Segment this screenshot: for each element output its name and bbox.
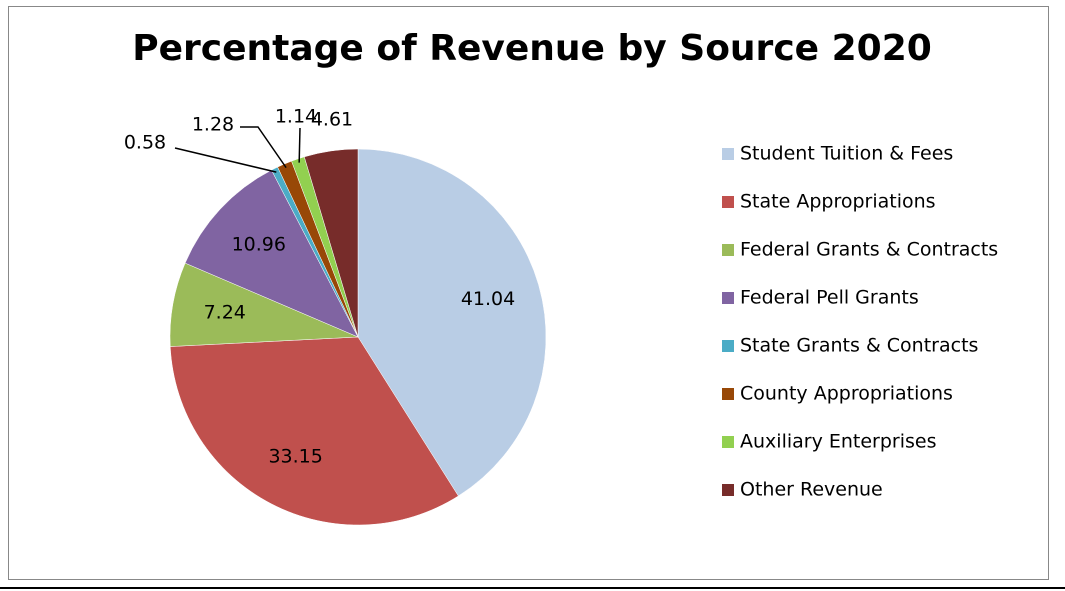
leader-line	[174, 147, 277, 173]
legend-label: State Appropriations	[740, 191, 936, 213]
pie-slice	[303, 148, 359, 338]
legend-label: Federal Pell Grants	[740, 287, 919, 309]
pie-slice	[169, 336, 459, 526]
data-label: 4.61	[311, 109, 353, 131]
legend-label: Federal Grants & Contracts	[740, 239, 998, 261]
legend-swatch	[722, 196, 734, 208]
chart-title: Percentage of Revenue by Source 2020	[132, 28, 932, 69]
pie-slice	[357, 148, 547, 497]
legend-swatch	[722, 484, 734, 496]
legend-label: Student Tuition & Fees	[740, 143, 953, 165]
data-label: 7.24	[204, 302, 246, 324]
leader-line	[298, 127, 301, 163]
legend-label: State Grants & Contracts	[740, 335, 978, 357]
legend-label: Other Revenue	[740, 479, 883, 501]
leader-line	[240, 126, 287, 169]
data-label: 0.58	[124, 132, 166, 154]
legend-swatch	[722, 388, 734, 400]
legend-label: County Appropriations	[740, 383, 953, 405]
pie-slice	[184, 169, 359, 338]
legend-swatch	[722, 340, 734, 352]
data-label: 1.28	[192, 114, 234, 136]
legend-label: Auxiliary Enterprises	[740, 431, 937, 453]
legend-swatch	[722, 148, 734, 160]
data-label: 10.96	[232, 233, 286, 255]
data-label: 1.14	[275, 106, 317, 128]
data-label: 33.15	[268, 446, 322, 468]
data-label: 41.04	[461, 288, 515, 310]
legend-swatch	[722, 244, 734, 256]
legend-swatch	[722, 292, 734, 304]
legend-swatch	[722, 436, 734, 448]
